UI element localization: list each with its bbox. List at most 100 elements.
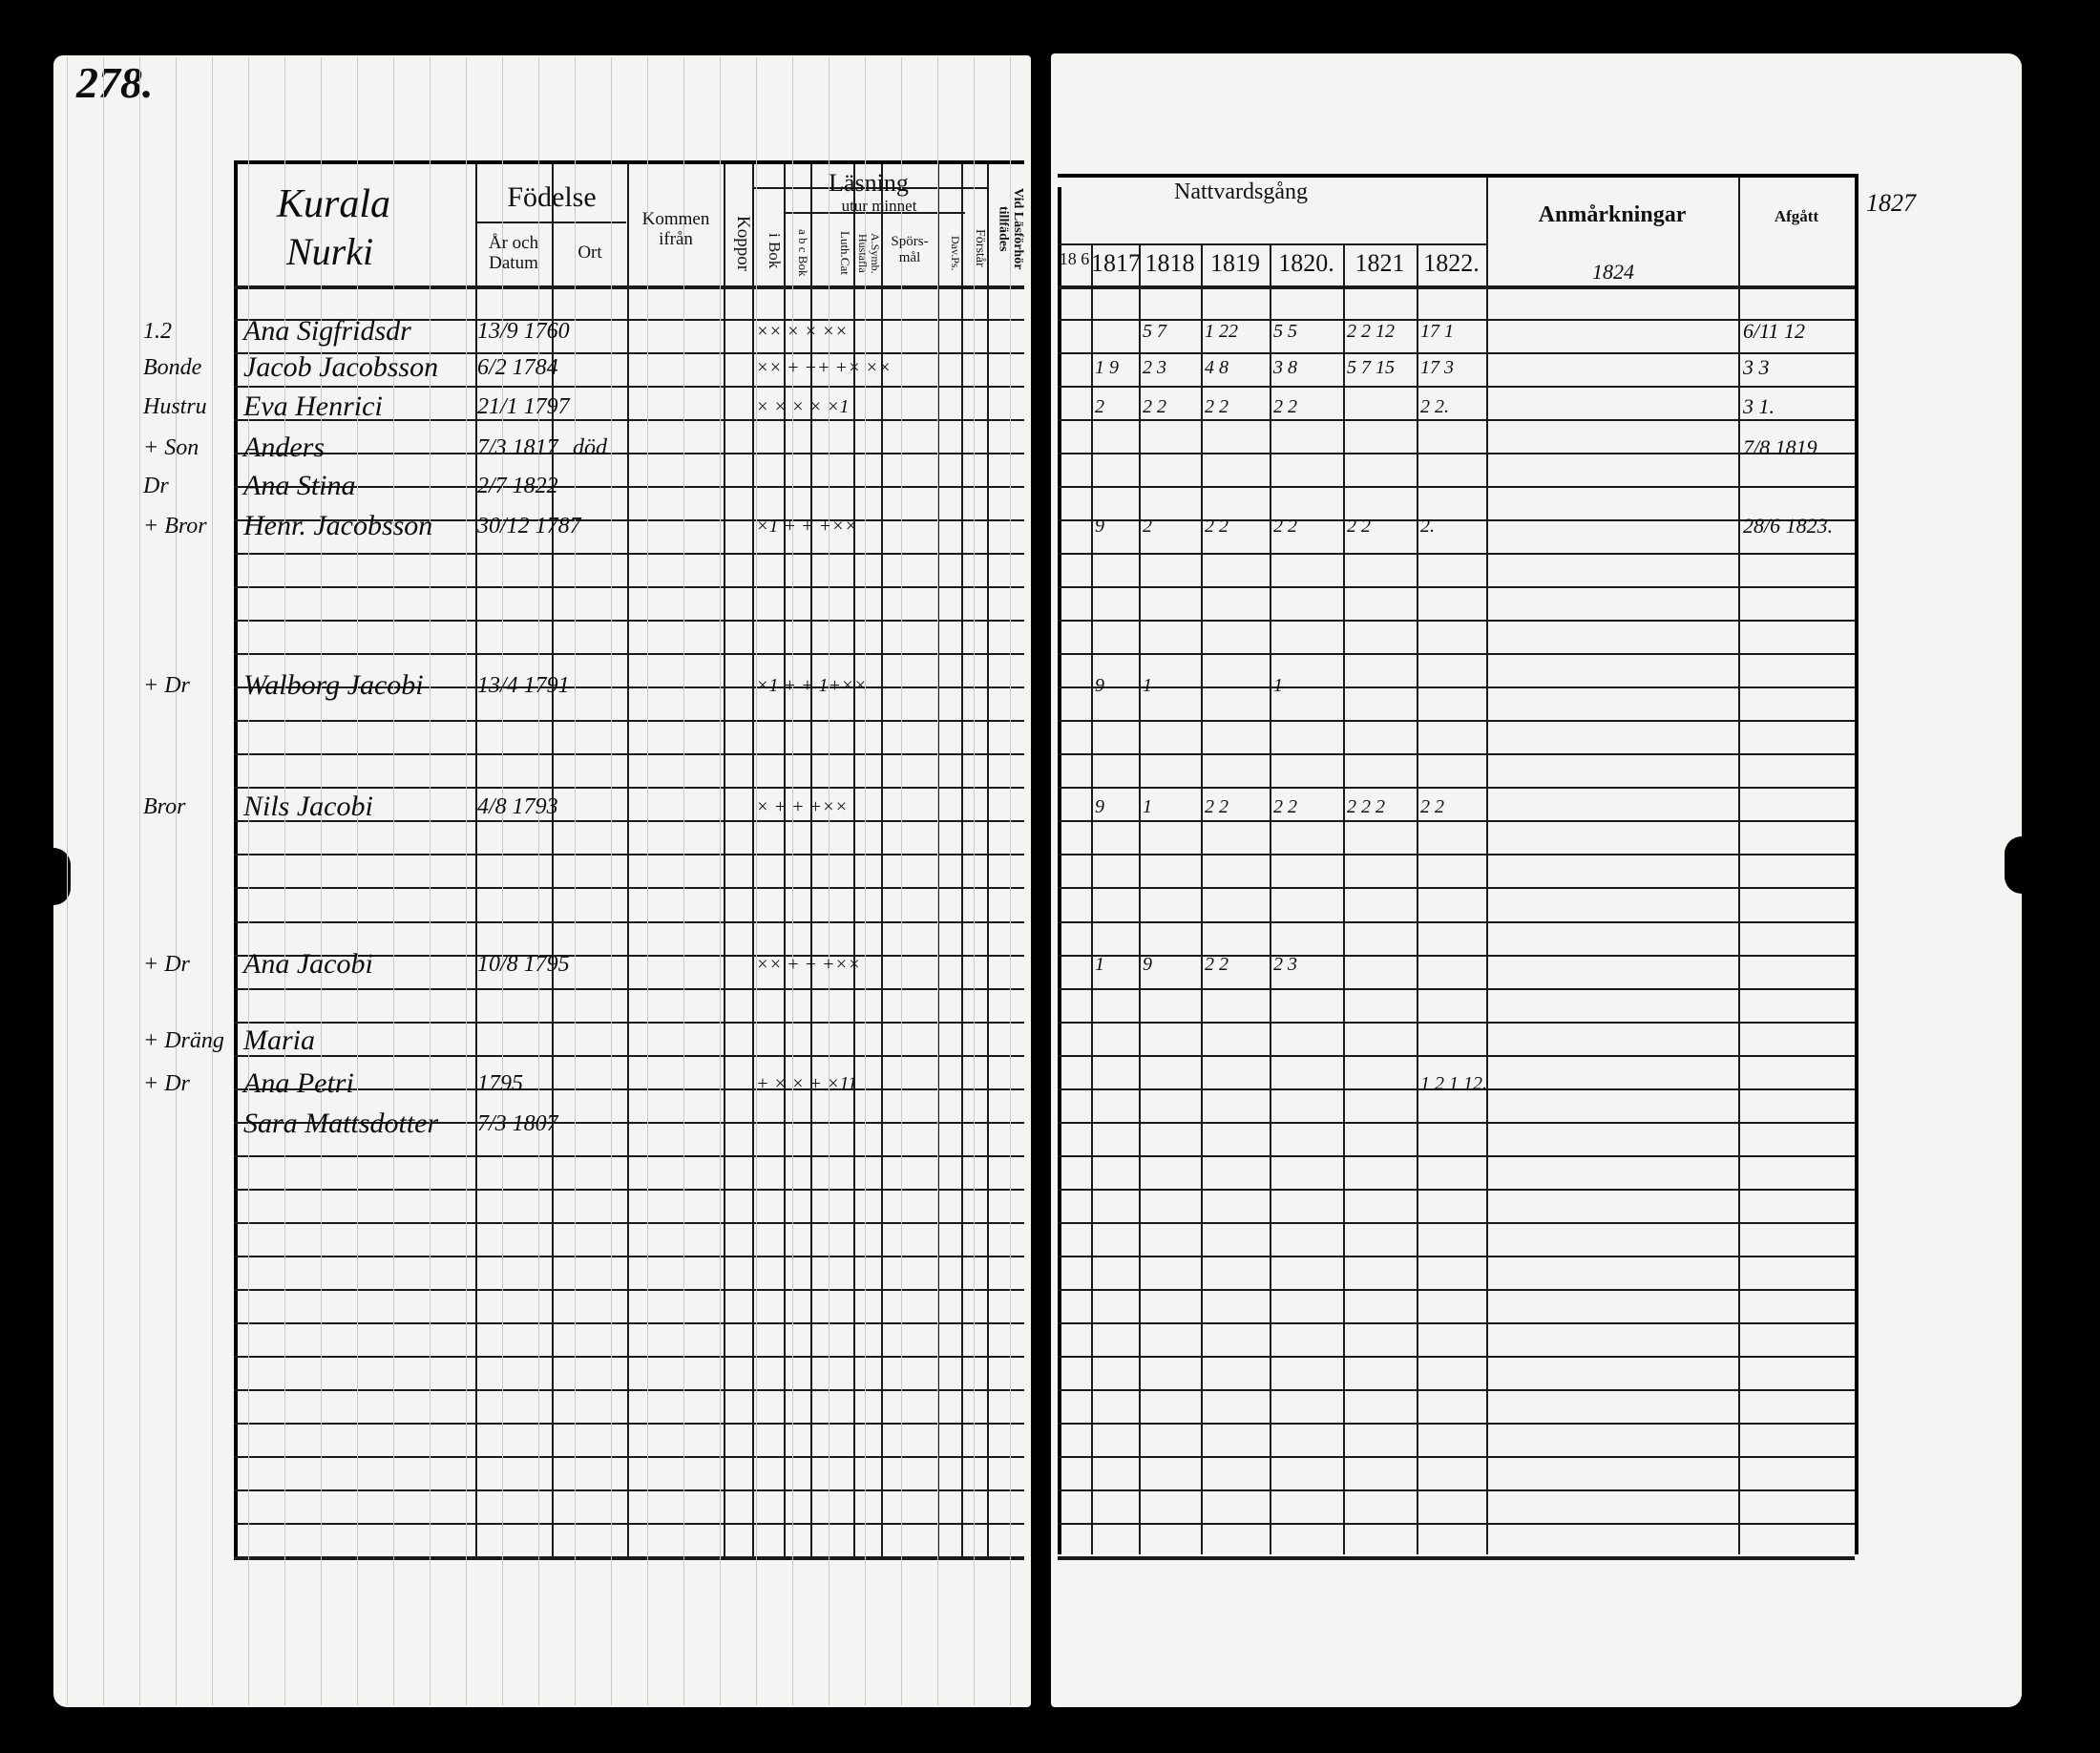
column-line: [1091, 243, 1093, 1554]
right-page: [1051, 53, 2039, 1707]
entry-birth: 10/8 1795: [477, 952, 570, 977]
paper-ruling: [67, 57, 68, 1705]
row-line: [234, 787, 1024, 789]
column-line: [853, 160, 855, 1556]
column-line: [784, 160, 786, 1556]
row-line: [234, 1423, 1024, 1425]
paper-ruling: [756, 57, 757, 1705]
header-line: [784, 212, 965, 214]
row-line: [1058, 319, 1855, 321]
row-line: [1058, 1022, 1855, 1024]
entry-communion-mark: 5 7: [1143, 321, 1166, 342]
entry-communion-mark: 1 9: [1095, 357, 1119, 378]
entry-communion-mark: 2 2: [1205, 796, 1228, 817]
paper-ruling: [466, 57, 467, 1705]
row-line: [1058, 285, 1855, 289]
row-line: [234, 419, 1024, 421]
entry-role: 1.2: [143, 319, 172, 344]
row-line: [1058, 921, 1855, 923]
header-line: [1058, 243, 1486, 245]
entry-birth: 1795: [477, 1071, 523, 1096]
table-border: [1058, 174, 1855, 178]
row-line: [1058, 1256, 1855, 1257]
row-line: [1058, 386, 1855, 388]
entry-reading-marks: ×× + ++ +× ××: [756, 357, 892, 378]
row-line: [234, 988, 1024, 990]
row-line: [234, 1088, 1024, 1090]
entry-reading-marks: ×1 + + 1+××: [756, 675, 867, 696]
entry-role: Bror: [143, 794, 186, 819]
entry-role: + Bror: [143, 514, 207, 539]
header-ort: Ort: [578, 243, 602, 263]
table-border: [1855, 174, 1858, 1554]
year-column-header: 1822.: [1423, 249, 1480, 277]
column-line: [1486, 174, 1488, 1554]
entry-name: Ana Stina: [243, 470, 356, 501]
row-line: [234, 955, 1024, 957]
row-line: [234, 854, 1024, 855]
entry-communion-mark: 2: [1095, 396, 1104, 417]
row-line: [1058, 519, 1855, 521]
entry-communion-mark: 2 2: [1143, 396, 1166, 417]
column-line: [724, 160, 725, 1556]
entry-communion-mark: 9: [1095, 796, 1104, 817]
paper-ruling: [611, 57, 612, 1705]
column-line: [1139, 243, 1141, 1554]
entry-communion-mark: 2 2: [1347, 516, 1371, 537]
paper-ruling: [974, 57, 975, 1705]
paper-ruling: [901, 57, 902, 1705]
entry-name: Ana Sigfridsdr: [243, 315, 411, 347]
year-column-header: 1817: [1091, 249, 1141, 277]
row-line: [234, 1155, 1024, 1157]
entry-communion-mark: 1 22: [1205, 321, 1238, 342]
row-line: [234, 720, 1024, 722]
entry-communion-mark: 1: [1143, 675, 1152, 696]
header-ar-och-datum: År och Datum: [488, 233, 539, 273]
year-column-header: 18 6: [1059, 249, 1090, 268]
entry-reading-marks: ×× × × ××: [756, 321, 848, 342]
row-line: [234, 1523, 1024, 1525]
header-dav-ps: Dav.Ps.: [949, 235, 962, 271]
parish-place: Kurala: [277, 182, 391, 226]
row-line: [234, 921, 1024, 923]
entry-role: Hustru: [143, 394, 207, 419]
entry-role: + Dr: [143, 1071, 190, 1096]
paper-ruling: [1010, 57, 1011, 1705]
paper-ruling: [720, 57, 721, 1705]
paper-ruling: [393, 57, 394, 1705]
entry-birth: 21/1 1797: [477, 394, 570, 419]
entry-communion-mark: 2 2: [1273, 516, 1297, 537]
entry-communion-mark: 3 8: [1273, 357, 1297, 378]
row-line: [234, 1022, 1024, 1024]
entry-afgatt: 28/6 1823.: [1743, 514, 1834, 538]
column-line: [752, 160, 754, 1556]
row-line: [234, 1456, 1024, 1458]
entry-afgatt: 3 3: [1743, 355, 1770, 379]
header-afgatt: Afgått: [1774, 207, 1819, 225]
entry-communion-mark: 1: [1095, 954, 1104, 975]
row-line: [1058, 1289, 1855, 1291]
column-line: [1417, 243, 1418, 1554]
entry-communion-mark: 1: [1143, 796, 1152, 817]
row-line: [1058, 1556, 1855, 1560]
row-line: [1058, 1456, 1855, 1458]
entry-birth: 7/3 1807: [477, 1111, 558, 1136]
entry-communion-mark: 9: [1095, 675, 1104, 696]
binding-notch: [2005, 836, 2039, 894]
entry-name: Sara Mattsdotter: [243, 1108, 439, 1139]
row-line: [1058, 486, 1855, 488]
row-line: [234, 1256, 1024, 1257]
entry-role: Dr: [143, 474, 169, 498]
paper-ruling: [176, 57, 177, 1705]
entry-communion-mark: 2 2: [1273, 796, 1297, 817]
year-column-header: 1819: [1210, 249, 1260, 277]
column-line: [987, 160, 989, 1556]
entry-afgatt: 7/8 1819: [1743, 435, 1817, 459]
column-line: [1270, 243, 1271, 1554]
year-column-header: 1818: [1144, 249, 1195, 277]
paper-ruling: [502, 57, 503, 1705]
table-border: [1058, 187, 1061, 1554]
entry-name: Maria: [243, 1024, 315, 1056]
entry-communion-mark: 17 3: [1420, 357, 1454, 378]
paper-ruling: [647, 57, 648, 1705]
